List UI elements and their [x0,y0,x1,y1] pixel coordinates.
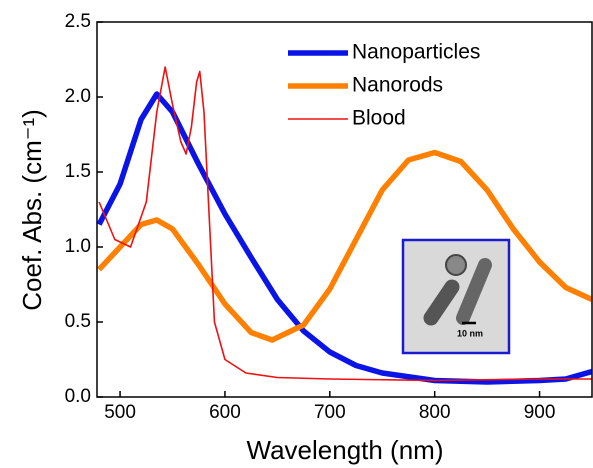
x-tick-label: 500 [104,402,136,423]
x-tick-label: 700 [314,402,346,423]
y-tick-label: 0.0 [65,386,91,407]
series-line [97,149,592,343]
y-tick-label: 0.5 [65,311,91,332]
y-tick-label: 2.0 [65,86,91,107]
legend-label: Nanoparticles [352,41,480,64]
y-tick-label: 1.5 [65,161,91,182]
legend-label: Nanorods [352,74,443,97]
y-tick-label: 2.5 [65,11,91,32]
plot-frame [96,21,593,398]
series-line [98,66,592,382]
inset-scale-label: 10 nm [457,328,483,338]
inset: 10 nm [401,238,511,355]
series-line [97,91,592,385]
x-axis-label: Wavelength (nm) [247,435,444,465]
y-axis-label: Coef. Abs. (cm⁻¹) [17,109,47,311]
x-tick-label: 900 [524,402,556,423]
plot-area [97,66,592,385]
x-tick-label: 600 [209,402,241,423]
x-tick-label: 800 [419,402,451,423]
y-tick-label: 1.0 [65,236,91,257]
legend-label: Blood [352,107,406,130]
